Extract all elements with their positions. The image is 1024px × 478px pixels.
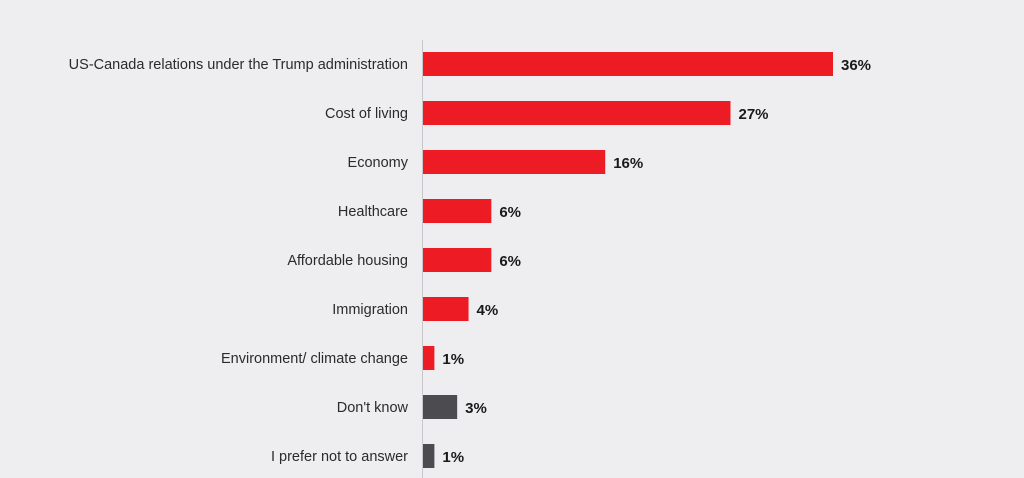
bar: [423, 150, 606, 174]
category-label: US-Canada relations under the Trump admi…: [69, 57, 408, 73]
category-label: Healthcare: [338, 204, 408, 220]
category-label: Immigration: [332, 302, 408, 318]
value-label: 1%: [442, 351, 464, 368]
bar: [423, 444, 435, 468]
value-label: 6%: [499, 253, 521, 270]
value-label: 6%: [499, 204, 521, 221]
bar: [423, 199, 492, 223]
category-label: Affordable housing: [287, 253, 408, 269]
bar: [423, 52, 833, 76]
category-label: I prefer not to answer: [271, 449, 408, 465]
value-label: 36%: [841, 57, 871, 74]
bar: [423, 395, 458, 419]
bar: [423, 297, 469, 321]
value-label: 4%: [477, 302, 499, 319]
value-label: 16%: [613, 155, 643, 172]
bar: [423, 248, 492, 272]
category-label: Environment/ climate change: [221, 351, 408, 367]
bar: [423, 101, 731, 125]
value-label: 1%: [442, 449, 464, 466]
category-label: Economy: [348, 155, 409, 171]
value-label: 3%: [465, 400, 487, 417]
category-label: Don't know: [337, 400, 409, 416]
bar: [423, 346, 435, 370]
category-label: Cost of living: [325, 106, 408, 122]
value-label: 27%: [739, 106, 769, 123]
